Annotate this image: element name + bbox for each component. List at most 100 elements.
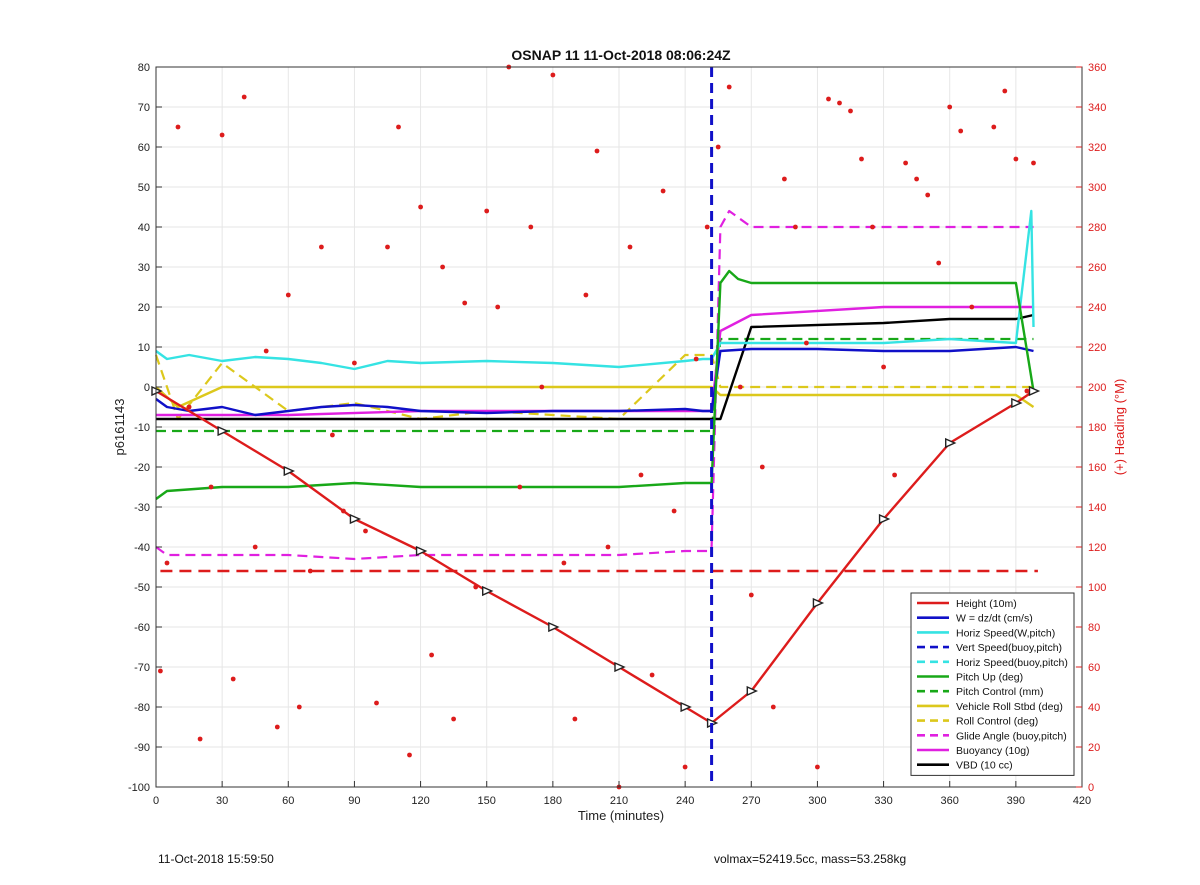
height-marker xyxy=(680,701,692,713)
heading-point xyxy=(837,100,842,106)
legend-box xyxy=(910,592,1075,776)
heading-point xyxy=(263,348,269,354)
heading-point xyxy=(627,244,633,250)
heading-point xyxy=(715,144,721,150)
series-line xyxy=(154,353,1034,421)
legend-label: W = dz/dt (cm/s) xyxy=(956,613,1033,625)
heading-point xyxy=(704,224,710,230)
heading-point xyxy=(528,224,534,230)
heading-point xyxy=(782,176,787,182)
right-y-tick-label: 180 xyxy=(1088,422,1106,434)
x-tick-label: 0 xyxy=(153,795,159,807)
heading-point xyxy=(462,300,468,306)
heading-points xyxy=(158,64,1036,790)
left-y-tick-label: -20 xyxy=(134,462,150,474)
x-tick-label: 420 xyxy=(1073,795,1091,807)
left-y-tick-label: -80 xyxy=(134,702,150,714)
x-tick-label: 60 xyxy=(282,795,294,807)
heading-point xyxy=(197,736,203,742)
series-line xyxy=(155,209,1035,371)
heading-point xyxy=(671,508,677,514)
heading-point xyxy=(958,128,964,134)
heading-point xyxy=(418,204,423,210)
heading-point xyxy=(748,592,754,598)
x-tick-label: 150 xyxy=(478,795,496,807)
height-marker xyxy=(217,425,229,437)
heading-point xyxy=(594,148,600,154)
heading-point xyxy=(583,292,589,298)
right-y-tick-label: 100 xyxy=(1088,582,1106,594)
axes: 0 30 60 90 120 150 180 210 240 270 300 330 360 390 420… xyxy=(128,62,1106,807)
height-marker xyxy=(283,465,296,477)
legend-label: Horiz Speed(W,pitch) xyxy=(956,627,1055,639)
right-y-axis-label: (+) Heading (°M) xyxy=(1112,379,1127,476)
left-y-tick-label: 70 xyxy=(138,102,150,114)
series-line xyxy=(155,345,1034,417)
legend-label: Roll Control (deg) xyxy=(956,716,1038,728)
legend-label: Pitch Up (deg) xyxy=(956,672,1023,684)
right-y-tick-label: 160 xyxy=(1088,462,1106,474)
heading-point xyxy=(208,484,214,490)
right-y-tick-label: 140 xyxy=(1088,502,1106,514)
height-marker xyxy=(945,437,957,449)
left-y-tick-label: 0 xyxy=(144,382,150,394)
heading-point xyxy=(561,560,567,566)
height-marker xyxy=(1028,385,1041,397)
left-y-tick-label: 50 xyxy=(138,182,150,194)
heading-point xyxy=(495,304,501,310)
height-marker xyxy=(415,545,428,557)
series-line xyxy=(155,389,1035,725)
right-y-tick-label: 280 xyxy=(1088,222,1106,234)
heading-point xyxy=(848,108,853,114)
right-y-tick-label: 0 xyxy=(1088,782,1094,794)
heading-point xyxy=(793,224,798,230)
heading-point xyxy=(296,704,302,710)
heading-point xyxy=(484,208,490,214)
x-tick-label: 360 xyxy=(941,795,959,807)
heading-point xyxy=(241,94,247,100)
heading-point xyxy=(363,528,368,534)
right-y-tick-label: 60 xyxy=(1088,662,1100,674)
legend-label: Vert Speed(buoy,pitch) xyxy=(956,642,1062,654)
left-y-tick-label: -70 xyxy=(134,662,150,674)
heading-point xyxy=(826,96,831,102)
left-y-tick-label: 10 xyxy=(138,342,150,354)
height-marker xyxy=(614,661,626,673)
heading-point xyxy=(451,716,456,722)
x-tick-label: 90 xyxy=(348,795,360,807)
series-line xyxy=(156,337,1034,433)
heading-point xyxy=(186,404,192,410)
heading-point xyxy=(936,260,942,266)
legend-label: Height (10m) xyxy=(956,598,1017,610)
right-y-tick-label: 20 xyxy=(1088,742,1100,754)
heading-point xyxy=(881,364,886,370)
series-layer xyxy=(151,209,1041,729)
heading-point xyxy=(759,464,765,470)
left-y-tick-label: 60 xyxy=(138,142,150,154)
legend: Height (10m) W = dz/dt (cm/s) Horiz Speed(… xyxy=(910,592,1075,776)
left-y-tick-label: -40 xyxy=(134,542,150,554)
heading-point xyxy=(726,84,732,90)
right-y-tick-label: 360 xyxy=(1088,62,1106,74)
right-y-tick-label: 40 xyxy=(1088,702,1100,714)
left-y-tick-label: 80 xyxy=(138,62,150,74)
height-marker xyxy=(349,513,362,525)
heading-point xyxy=(1024,388,1030,394)
footer-timestamp: 11-Oct-2018 15:59:50 xyxy=(158,852,274,866)
heading-point xyxy=(1013,156,1019,162)
legend-label: Horiz Speed(buoy,pitch) xyxy=(956,657,1068,669)
heading-point xyxy=(859,156,864,162)
heading-point xyxy=(925,192,931,198)
x-tick-label: 210 xyxy=(610,795,628,807)
heading-point xyxy=(307,568,313,574)
x-tick-label: 30 xyxy=(216,795,228,807)
height-marker xyxy=(746,685,759,697)
heading-point xyxy=(219,132,225,138)
left-y-tick-label: -50 xyxy=(134,582,150,594)
x-axis-label: Time (minutes) xyxy=(578,808,664,823)
x-tick-label: 270 xyxy=(742,795,760,807)
heading-point xyxy=(1002,88,1008,94)
right-y-tick-label: 80 xyxy=(1088,622,1100,634)
right-y-tick-label: 200 xyxy=(1088,382,1106,394)
heading-point xyxy=(804,340,809,346)
